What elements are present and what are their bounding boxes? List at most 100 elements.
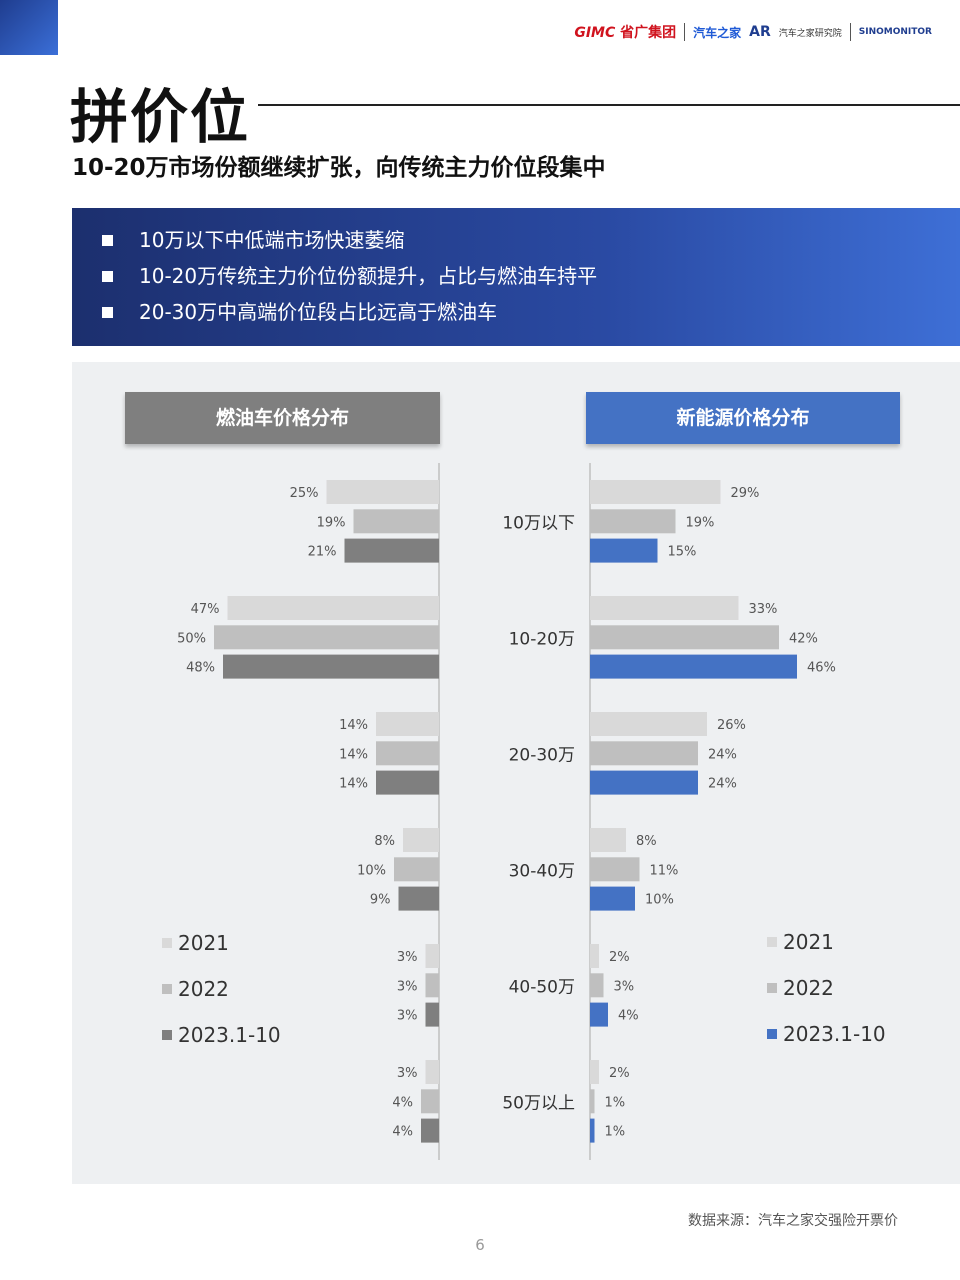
logo-divider — [849, 23, 851, 41]
nev-bar-value-label: 8% — [636, 834, 657, 849]
square-bullet-icon — [102, 270, 113, 282]
nev-bar — [590, 538, 658, 563]
fuel-bar — [353, 509, 439, 534]
nev-bar — [590, 654, 797, 679]
legend-item: 2022 — [767, 965, 886, 1011]
fuel-bar — [344, 538, 439, 563]
page-title: 拼价位 — [70, 83, 251, 151]
category-label: 40-50万 — [509, 977, 575, 997]
nev-bar-value-label: 29% — [731, 486, 760, 501]
nev-bar-value-label: 42% — [789, 631, 818, 646]
fuel-bar — [214, 625, 439, 650]
nev-bar — [590, 886, 635, 911]
category-label: 10万以下 — [502, 513, 575, 533]
fuel-bar-value-label: 14% — [339, 718, 368, 733]
nev-chart-title: 新能源价格分布 — [586, 392, 900, 444]
fuel-legend: 2021 2022 2023.1-10 — [162, 920, 281, 1058]
logo-divider — [684, 23, 686, 41]
data-source-note: 数据来源：汽车之家交强险开票价 — [688, 1213, 898, 1229]
nev-bar-value-label: 33% — [749, 602, 778, 617]
fuel-bar — [403, 828, 439, 852]
fuel-bar — [398, 886, 439, 911]
nev-bar-value-label: 26% — [717, 718, 746, 733]
nev-bar — [590, 973, 604, 998]
key-points-banner: 10万以下中低端市场快速萎缩 10-20万传统主力价位份额提升，占比与燃油车持平… — [72, 208, 960, 346]
fuel-bar-value-label: 14% — [339, 777, 368, 792]
fuel-bar — [425, 944, 439, 968]
fuel-bar — [421, 1118, 439, 1143]
nev-bar-value-label: 15% — [668, 545, 697, 560]
legend-item: 2021 — [162, 920, 281, 966]
fuel-bar — [425, 1060, 439, 1084]
fuel-bar — [376, 712, 439, 736]
legend-swatch — [767, 1029, 777, 1039]
fuel-bar-value-label: 3% — [397, 979, 418, 994]
fuel-bar-value-label: 8% — [374, 834, 395, 849]
nev-bar-value-label: 1% — [605, 1125, 626, 1140]
square-bullet-icon — [102, 234, 113, 246]
fuel-bar — [394, 857, 439, 882]
nev-bar-value-label: 1% — [605, 1095, 626, 1110]
legend-swatch — [162, 984, 172, 994]
fuel-bar-value-label: 25% — [290, 486, 319, 501]
category-label: 20-30万 — [509, 745, 575, 765]
legend-swatch — [767, 937, 777, 947]
fuel-bar — [376, 770, 439, 795]
nev-bar-value-label: 2% — [609, 950, 630, 965]
fuel-bar-value-label: 19% — [317, 515, 346, 530]
gimc-logo: GIMC 省广集团 — [574, 25, 677, 41]
bullet-item: 10-20万传统主力价位份额提升，占比与燃油车持平 — [102, 258, 960, 294]
ar-logo: AR — [749, 24, 771, 40]
nev-bar — [590, 1002, 608, 1027]
nev-bar — [590, 712, 707, 736]
fuel-bar — [421, 1089, 439, 1114]
autohome-logo: 汽车之家 — [693, 25, 742, 40]
header-logos: GIMC 省广集团 汽车之家 AR 汽车之家研究院 SINOMONITOR — [574, 22, 932, 42]
nev-bar-value-label: 11% — [650, 863, 679, 878]
legend-item: 2023.1-10 — [162, 1012, 281, 1058]
legend-swatch — [162, 938, 172, 948]
fuel-bar-value-label: 48% — [186, 661, 215, 676]
bullet-item: 10万以下中低端市场快速萎缩 — [102, 222, 960, 258]
fuel-bar — [326, 480, 439, 504]
legend-swatch — [767, 983, 777, 993]
category-label: 30-40万 — [509, 861, 575, 881]
fuel-bar — [227, 596, 439, 620]
fuel-bar-value-label: 4% — [392, 1095, 413, 1110]
nev-bar — [590, 741, 698, 766]
autohome-research-logo-text: 汽车之家研究院 — [778, 28, 842, 39]
nev-bar-value-label: 46% — [807, 661, 836, 676]
nev-bar — [590, 857, 640, 882]
nev-bar-value-label: 4% — [618, 1009, 639, 1024]
fuel-bar-value-label: 14% — [339, 747, 368, 762]
fuel-bar-value-label: 4% — [392, 1125, 413, 1140]
nev-bar-value-label: 10% — [645, 893, 674, 908]
fuel-bar-value-label: 21% — [308, 545, 337, 560]
nev-bar — [590, 770, 698, 795]
nev-bar-value-label: 2% — [609, 1066, 630, 1081]
title-rule — [258, 104, 960, 106]
chart-panel — [72, 362, 960, 1184]
page-number: 6 — [475, 1236, 485, 1254]
square-bullet-icon — [102, 306, 113, 318]
page-subtitle: 10-20万市场份额继续扩张，向传统主力价位段集中 — [72, 155, 606, 181]
legend-item: 2023.1-10 — [767, 1011, 886, 1057]
category-label: 10-20万 — [509, 629, 575, 649]
fuel-bar-value-label: 47% — [191, 602, 220, 617]
nev-bar — [590, 596, 739, 620]
nev-legend: 2021 2022 2023.1-10 — [767, 919, 886, 1057]
legend-swatch — [162, 1030, 172, 1040]
legend-item: 2021 — [767, 919, 886, 965]
nev-bar — [590, 509, 676, 534]
fuel-bar — [425, 973, 439, 998]
nev-bar-value-label: 3% — [614, 979, 635, 994]
fuel-bar — [223, 654, 439, 679]
fuel-bar — [425, 1002, 439, 1027]
fuel-bar-value-label: 9% — [370, 893, 391, 908]
nev-bar — [590, 480, 721, 504]
nev-bar — [590, 1089, 595, 1114]
nev-bar — [590, 828, 626, 852]
nev-bar — [590, 625, 779, 650]
legend-item: 2022 — [162, 966, 281, 1012]
